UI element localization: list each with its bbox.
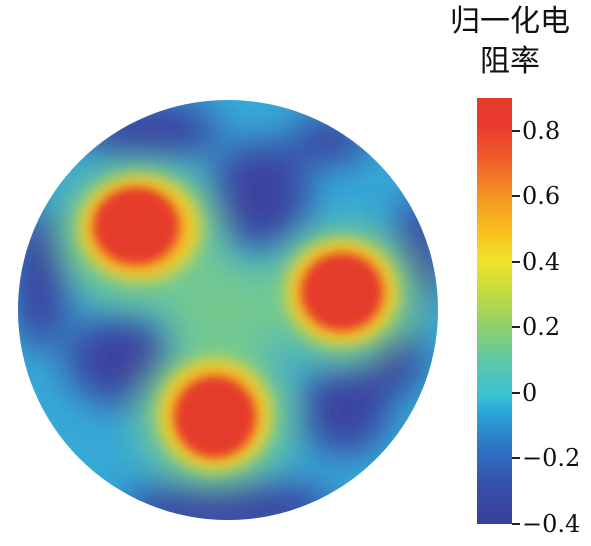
- colorbar-title-line2: 阻率: [480, 44, 540, 79]
- anomaly-upper-left: [94, 188, 178, 264]
- colorbar-tick: [512, 195, 520, 198]
- colorbar-tick: [512, 129, 520, 132]
- colorbar-title-line1: 归一化电: [450, 4, 570, 39]
- colorbar-tick: [512, 391, 520, 394]
- colorbar-tick: [512, 457, 520, 460]
- colorbar-tick: [512, 523, 520, 525]
- colorbar-tick-label: 0.4: [522, 247, 561, 276]
- colorbar-tick-label: −0.4: [522, 510, 581, 538]
- colorbar-title: 归一化电 阻率: [430, 2, 590, 82]
- colorbar-tick: [512, 326, 520, 329]
- colorbar: [477, 98, 512, 524]
- colorbar-tick: [512, 260, 520, 263]
- colorbar-tick-label: 0.2: [522, 313, 561, 342]
- colorbar-tick-label: 0: [522, 378, 538, 407]
- colorbar-tick-label: 0.6: [522, 182, 561, 211]
- anomaly-right: [302, 254, 382, 330]
- anomaly-bottom: [175, 377, 255, 457]
- resistivity-disk: [18, 100, 438, 520]
- colorbar-tick-label: 0.8: [522, 116, 561, 145]
- colorbar-tick-label: −0.2: [522, 444, 581, 473]
